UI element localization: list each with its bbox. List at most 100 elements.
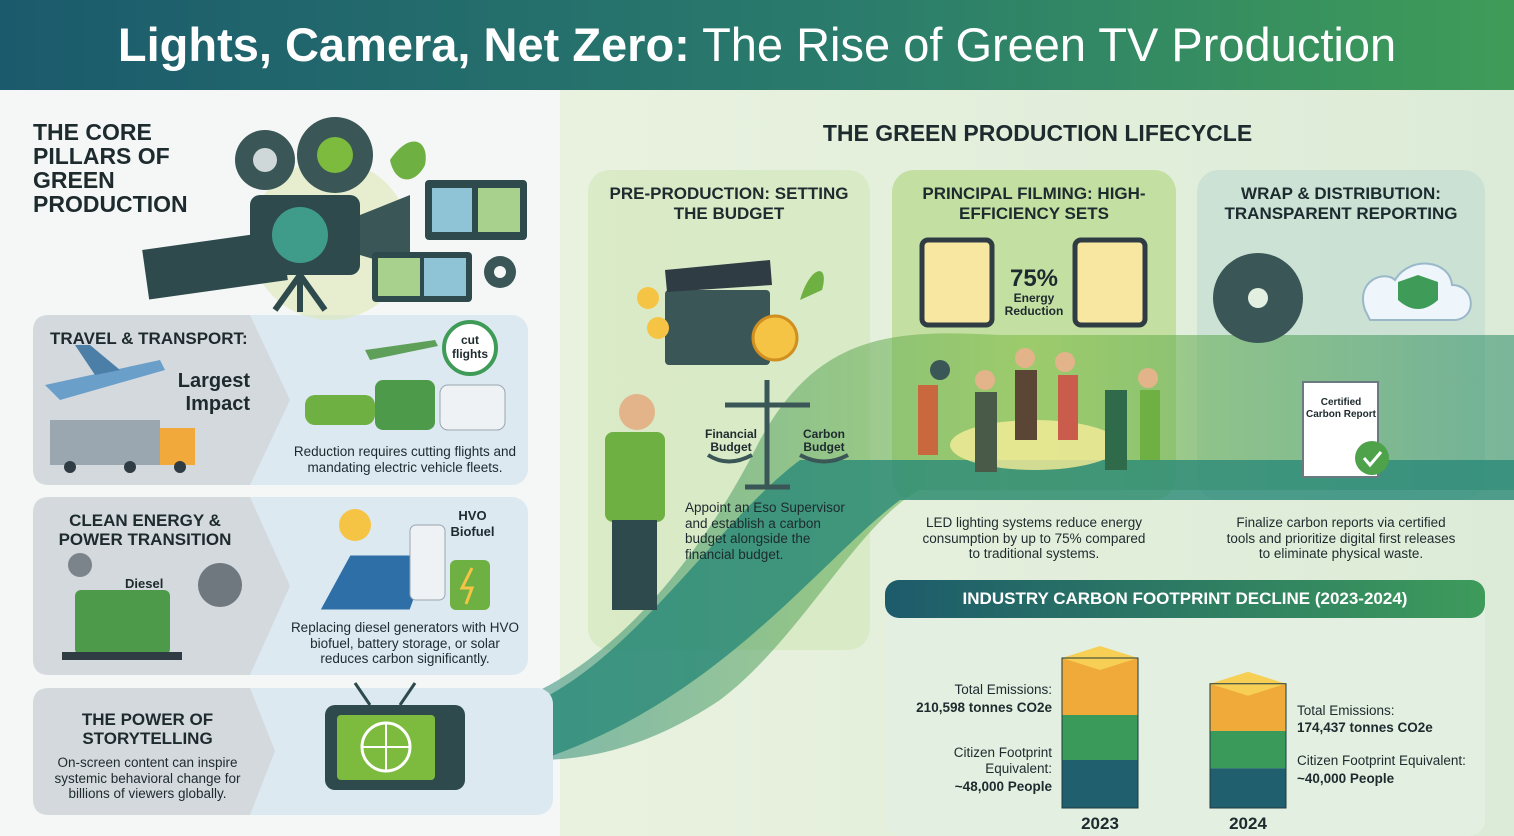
citizen-label: Citizen Footprint Equivalent: bbox=[953, 745, 1052, 776]
icon-shape bbox=[1015, 348, 1035, 368]
icon-shape bbox=[253, 148, 277, 172]
icon-shape bbox=[1398, 275, 1438, 309]
emission-value: 210,598 tonnes CO2e bbox=[916, 700, 1052, 715]
icon-group bbox=[325, 682, 465, 790]
icon-shape bbox=[362, 723, 410, 771]
icon-shape bbox=[75, 345, 120, 375]
title-bold: Lights, Camera, Net Zero: bbox=[117, 18, 690, 71]
icon-group bbox=[605, 260, 849, 610]
citizen-value: ~40,000 People bbox=[1297, 771, 1395, 786]
icon-shape bbox=[62, 652, 182, 660]
badge: HVO Biofuel bbox=[450, 508, 495, 539]
icon-shape bbox=[800, 271, 824, 300]
icon-shape bbox=[50, 420, 160, 465]
icon-shape bbox=[975, 370, 995, 390]
icon-shape bbox=[365, 340, 438, 360]
icon-shape bbox=[378, 258, 420, 296]
icon-shape bbox=[665, 290, 770, 365]
pillar-title: THE POWER OF STORYTELLING bbox=[81, 710, 214, 748]
icon-shape bbox=[424, 258, 466, 296]
icon-shape bbox=[751, 314, 799, 362]
icon-shape bbox=[1055, 352, 1075, 372]
emission-label: Total Emissions: bbox=[1297, 703, 1395, 718]
citizen-label: Citizen Footprint Equivalent: bbox=[1297, 753, 1466, 768]
icon-shape bbox=[1072, 237, 1148, 328]
bar bbox=[1209, 683, 1287, 809]
footprint-title: INDUSTRY CARBON FOOTPRINT DECLINE (2023-… bbox=[962, 589, 1408, 608]
icon-shape bbox=[1105, 390, 1127, 470]
icon-shape bbox=[540, 333, 1514, 760]
pillar-text: On-screen content can inspire systemic b… bbox=[54, 755, 241, 801]
icon-group bbox=[62, 509, 490, 660]
stage-text: Appoint an Eso Supervisor and establish … bbox=[685, 500, 845, 562]
icon-shape bbox=[360, 195, 410, 270]
pillar-title: TRAVEL & TRANSPORT: bbox=[50, 329, 248, 348]
pillar-title: CLEAN ENERGY & POWER TRANSITION bbox=[58, 511, 232, 549]
icon-shape bbox=[725, 380, 810, 490]
icon-shape bbox=[975, 392, 997, 472]
icon-shape bbox=[612, 520, 657, 610]
icon-shape bbox=[540, 460, 1514, 760]
icon-shape bbox=[450, 560, 490, 610]
citizen-value: ~48,000 People bbox=[954, 779, 1052, 794]
pillar-tag: Largest Impact bbox=[177, 370, 250, 415]
stage-text: Finalize carbon reports via certified to… bbox=[1226, 515, 1456, 561]
icon-shape bbox=[305, 395, 375, 425]
icon-shape bbox=[1140, 390, 1160, 460]
icon-shape bbox=[494, 266, 506, 278]
icon-shape bbox=[353, 682, 417, 706]
stat-label: Energy Reduction bbox=[1004, 291, 1064, 318]
icon-shape bbox=[1058, 375, 1078, 440]
icon-shape bbox=[174, 461, 186, 473]
icon-shape bbox=[124, 461, 136, 473]
scale-label: Carbon Budget bbox=[803, 427, 845, 454]
icon-shape bbox=[885, 580, 1485, 618]
icon-shape bbox=[918, 385, 938, 455]
icon-shape bbox=[619, 394, 655, 430]
lifecycle-title: THE GREEN PRODUCTION LIFECYCLE bbox=[822, 120, 1253, 146]
pillar-text: Replacing diesel generators with HVO bio… bbox=[290, 620, 520, 666]
emission-label: Total Emissions: bbox=[954, 682, 1052, 697]
pillar-tag: Diesel bbox=[125, 576, 164, 591]
icon-shape bbox=[339, 509, 371, 541]
icon-group bbox=[1061, 646, 1287, 809]
stat: 75% bbox=[1009, 265, 1059, 292]
stage-title: PRE-PRODUCTION: SETTING THE BUDGET bbox=[609, 184, 849, 223]
icon-shape bbox=[1015, 370, 1037, 440]
icon-shape bbox=[605, 432, 665, 522]
icon-shape bbox=[432, 188, 472, 232]
icon-shape bbox=[272, 273, 328, 312]
icon-shape bbox=[459, 567, 475, 605]
icon-shape bbox=[1138, 368, 1158, 388]
stage-title: WRAP & DISTRIBUTION: TRANSPARENT REPORTI… bbox=[1224, 184, 1458, 223]
icon-shape bbox=[930, 360, 950, 380]
icon-shape bbox=[33, 688, 275, 815]
icon-shape bbox=[439, 384, 506, 431]
doc-label: Certified Carbon Report bbox=[1306, 397, 1376, 420]
bar bbox=[1061, 657, 1139, 809]
header: Lights, Camera, Net Zero: The Rise of Gr… bbox=[0, 0, 1514, 90]
icon-shape bbox=[442, 320, 498, 376]
icon-group bbox=[45, 320, 506, 473]
icon-shape bbox=[409, 524, 446, 601]
icon-shape bbox=[885, 580, 1485, 836]
icon-group bbox=[918, 237, 1160, 472]
icon-shape bbox=[68, 553, 92, 577]
icon-group bbox=[1213, 253, 1472, 478]
icon-shape bbox=[75, 590, 170, 655]
pillar-text: Reduction requires cutting flights and m… bbox=[293, 444, 517, 475]
bar-segment bbox=[1062, 760, 1138, 808]
icon-shape bbox=[64, 461, 76, 473]
stage-title: PRINCIPAL FILMING: HIGH-EFFICIENCY SETS bbox=[922, 184, 1146, 223]
year-label: 2023 bbox=[1081, 814, 1119, 833]
bar-segment bbox=[1210, 730, 1286, 769]
icon-shape bbox=[160, 428, 195, 465]
icon-shape bbox=[198, 563, 242, 607]
icon-shape bbox=[317, 137, 353, 173]
bar-segment bbox=[1210, 768, 1286, 808]
icon-shape bbox=[665, 260, 772, 292]
pillars-title: THE CORE PILLARS OF GREEN PRODUCTION bbox=[33, 119, 188, 217]
year-label: 2024 bbox=[1229, 814, 1267, 833]
